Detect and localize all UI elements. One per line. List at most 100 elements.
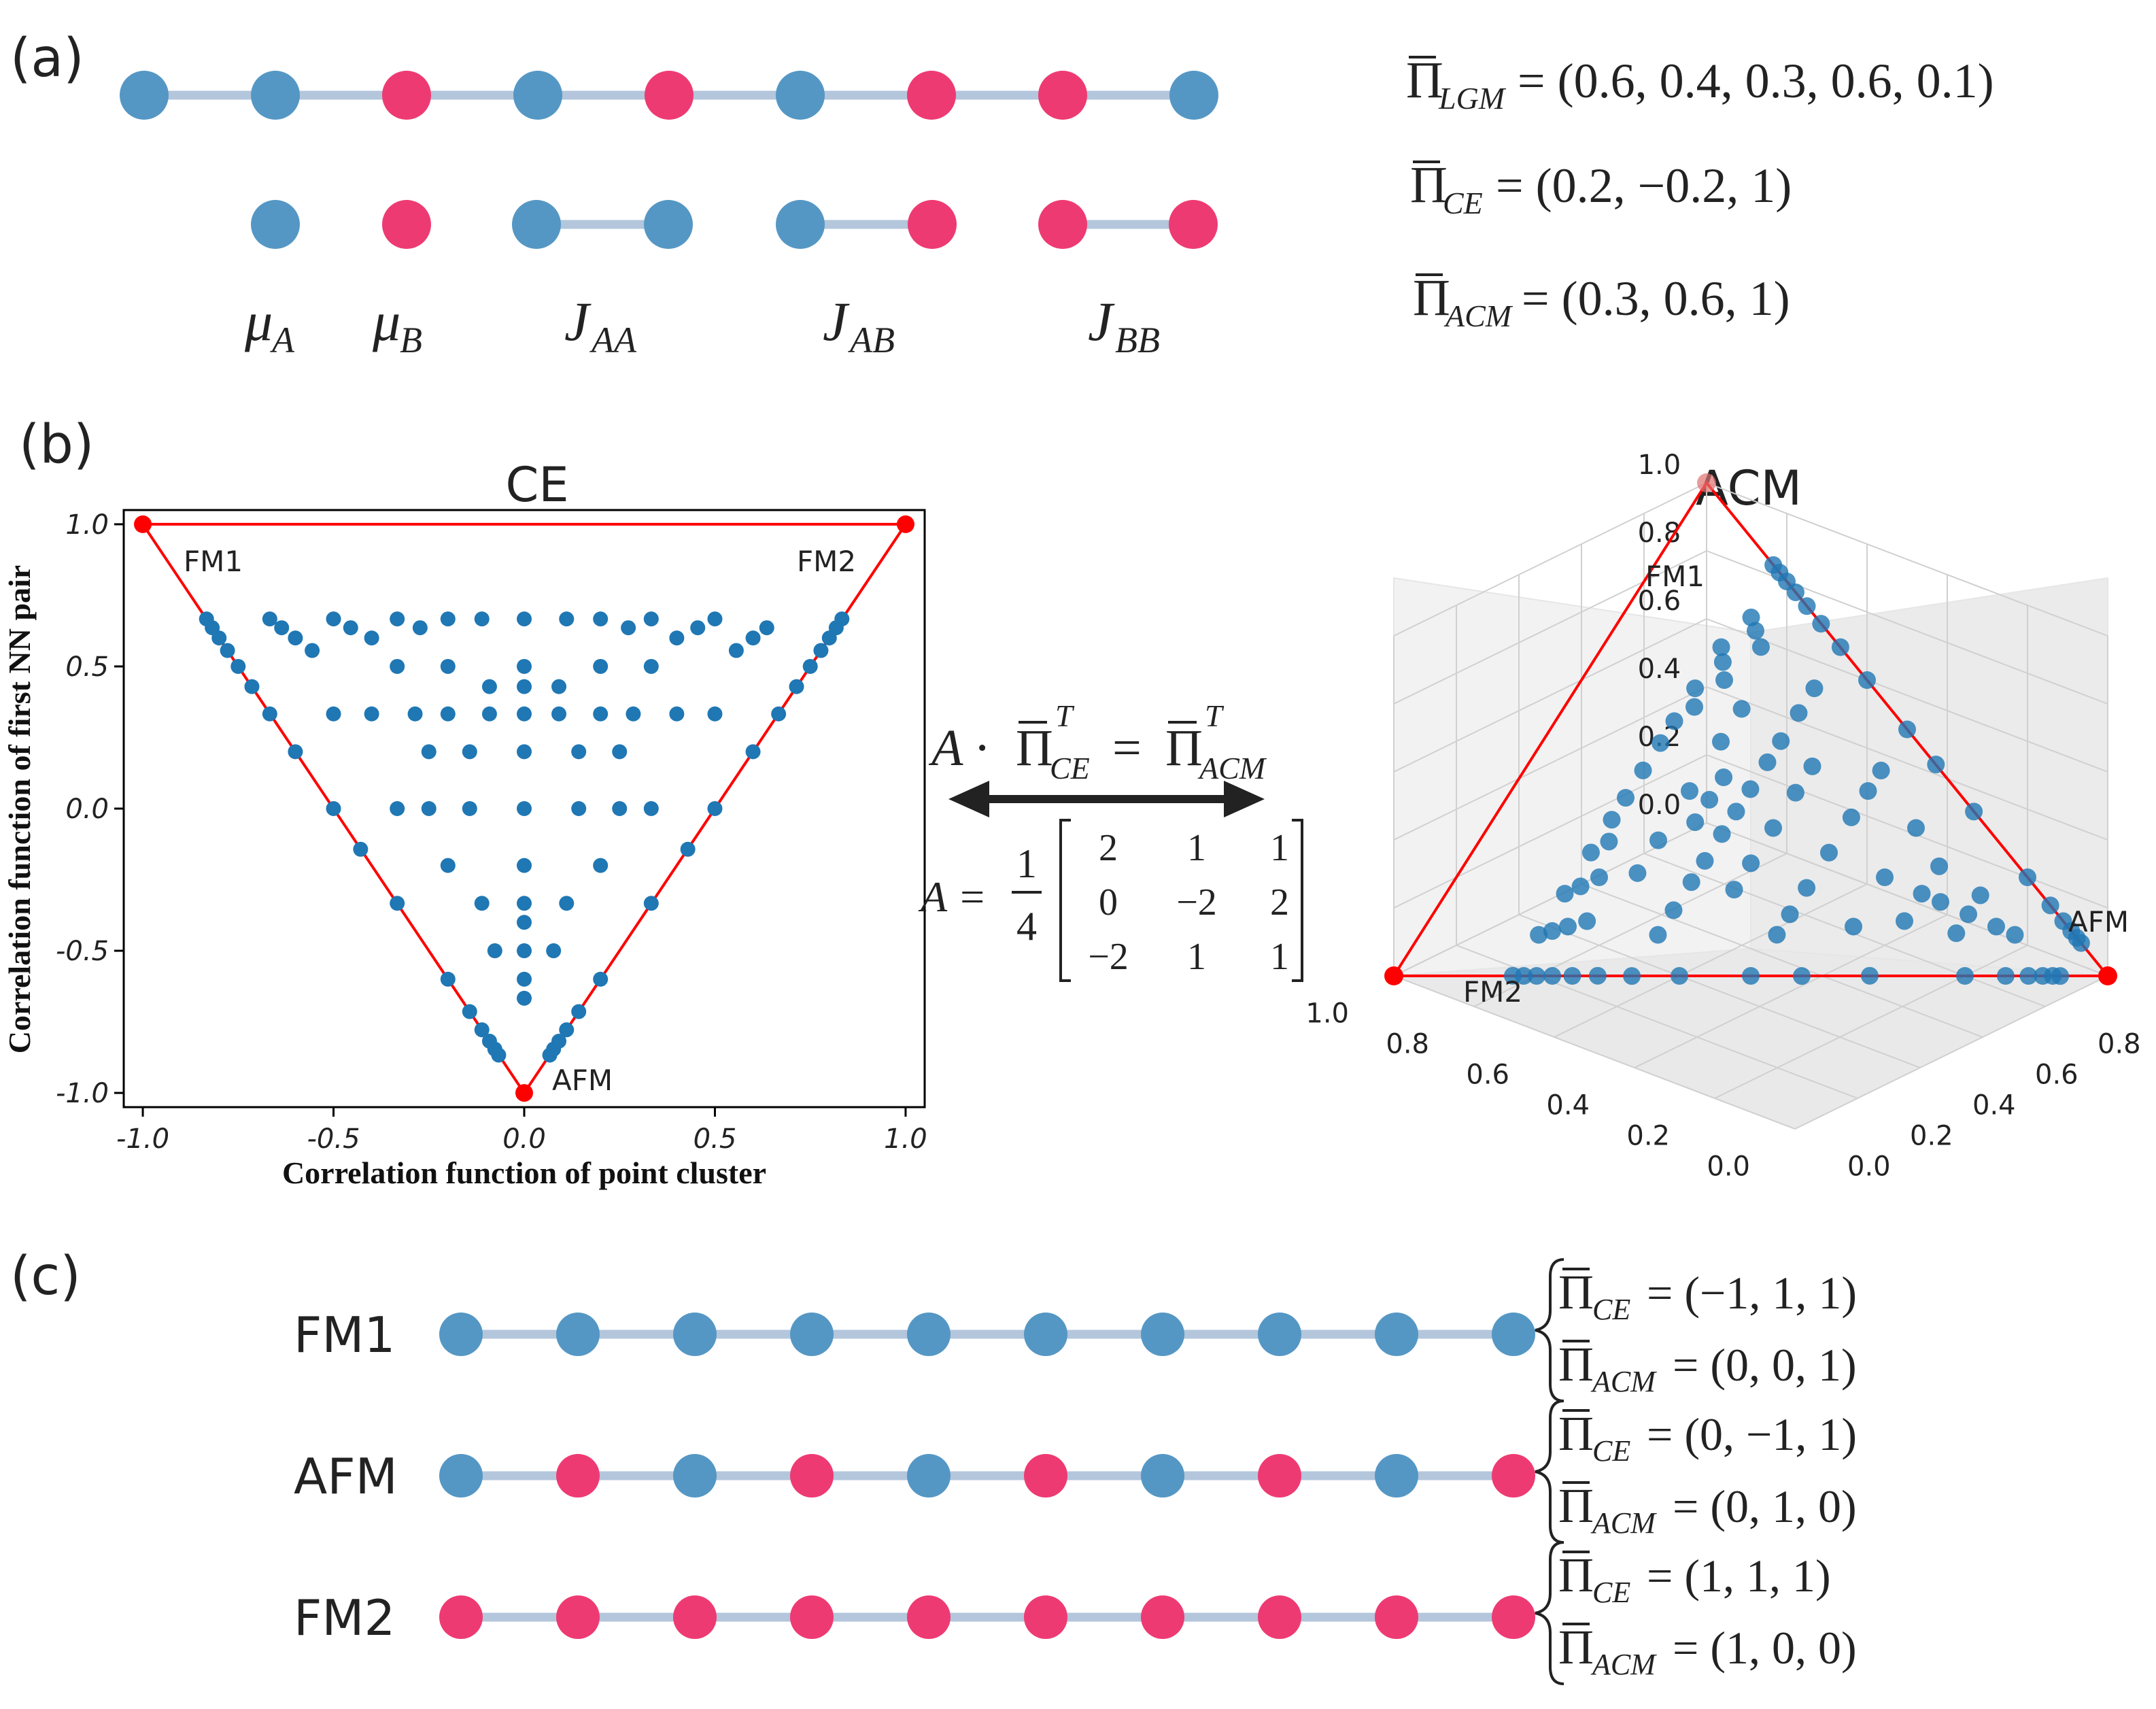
acm-x-tick-label: 0.0 <box>1847 1151 1891 1183</box>
ce-data-point <box>643 611 659 627</box>
acm-data-point <box>1742 967 1760 985</box>
acm-data-point <box>1932 893 1949 911</box>
row-afm: AFM <box>294 1448 1535 1505</box>
subscript: ACM <box>1197 751 1267 785</box>
chain-site <box>1024 1595 1067 1639</box>
acm-y-tick-label: 0.0 <box>1707 1151 1750 1183</box>
acm-data-point <box>1725 881 1743 899</box>
acm-data-point <box>1581 843 1600 862</box>
cluster-site <box>1038 200 1087 249</box>
curly-brace <box>1535 1541 1564 1685</box>
chain-site <box>1024 1454 1067 1498</box>
ce-data-point <box>421 801 437 816</box>
ce-data-point <box>669 630 685 646</box>
acm-data-point <box>1590 868 1608 886</box>
ce-data-point <box>491 1047 507 1063</box>
ce-data-point <box>244 679 260 694</box>
panel-a-equations: Π LGM = (0.6, 0.4, 0.3, 0.6, 0.1) Π CE =… <box>1406 52 1994 333</box>
ce-vertex-label-fm2: FM2 <box>797 545 856 578</box>
ce-data-point <box>305 643 320 658</box>
equation-lgm: Π LGM = (0.6, 0.4, 0.3, 0.6, 0.1) <box>1406 52 1994 116</box>
ce-data-point <box>517 858 532 873</box>
chain-site <box>673 1454 717 1498</box>
cluster-mu-b: μB <box>372 200 431 360</box>
ce-data-point <box>517 801 532 816</box>
matrix-right-bracket <box>1292 819 1303 982</box>
subscript: ACM <box>1443 299 1513 333</box>
acm-data-point <box>1947 924 1966 943</box>
acm-data-point <box>1628 864 1647 882</box>
panel-a-label: (a) <box>10 28 84 89</box>
acm-data-point <box>1649 831 1667 849</box>
acm-data-point <box>1820 843 1838 862</box>
ce-data-point <box>440 706 456 722</box>
acm-data-point <box>1741 780 1760 798</box>
chain-site <box>556 1454 600 1498</box>
chain-site <box>1258 1595 1301 1639</box>
ce-x-ticks: -1.0 -0.5 0.0 0.5 1.0 <box>116 1107 927 1155</box>
chain-site <box>556 1313 600 1356</box>
chain-site <box>1258 1313 1301 1356</box>
ce-data-point <box>593 611 609 627</box>
ce-scatter-points <box>199 611 850 1063</box>
acm-data-point <box>1971 886 1989 904</box>
ce-data-point <box>621 620 636 636</box>
ce-data-point <box>462 1004 477 1019</box>
acm-data-point <box>2051 967 2070 985</box>
acm-data-point <box>1805 679 1824 698</box>
acm-data-point <box>1907 819 1925 837</box>
ce-data-point <box>390 801 405 816</box>
acm-vertex-label-afm: AFM <box>2068 905 2129 938</box>
chain-site <box>439 1454 483 1498</box>
panel-c-rows: FM1 AFM FM2 <box>294 1306 1535 1646</box>
matrix-entry: 1 <box>1187 936 1206 978</box>
acm-vertex-label-fm2: FM2 <box>1463 975 1522 1009</box>
ce-x-tick-label: -1.0 <box>116 1123 169 1155</box>
acm-z-tick-label: 0.6 <box>1638 586 1681 617</box>
ce-data-point <box>288 630 303 646</box>
cluster-site <box>1169 200 1218 249</box>
acm-z-tick-label: 0.0 <box>1638 790 1681 821</box>
ce-y-tick-label: 0.0 <box>65 794 109 825</box>
chain-site <box>1492 1595 1535 1639</box>
acm-data-point <box>1649 926 1667 944</box>
acm-data-point <box>1563 967 1581 985</box>
ce-data-point <box>326 706 341 722</box>
acm-data-point <box>1588 966 1607 985</box>
acm-data-point <box>2054 912 2072 930</box>
chain-site <box>1375 1595 1418 1639</box>
row-label: FM2 <box>294 1589 395 1646</box>
mapping-equation: A · Π T CE = Π T ACM A = 1 4 2 1 1 0 −2 2 −2 1 1 <box>918 698 1303 982</box>
acm-data-point <box>1913 885 1931 903</box>
ce-y-axis-label: Correlation function of first NN pair <box>2 565 37 1053</box>
ce-data-point <box>680 841 696 857</box>
acm-z-tick-label: 1.0 <box>1638 450 1681 481</box>
cluster-label: J <box>564 290 592 352</box>
acm-data-point <box>1747 622 1764 640</box>
ce-data-point <box>517 658 532 674</box>
acm-data-point <box>1617 789 1635 807</box>
ce-data-point <box>593 706 609 722</box>
ce-data-point <box>813 643 829 658</box>
pi-symbol: Π <box>1558 1406 1594 1461</box>
ce-data-point <box>288 744 303 760</box>
pi-symbol: Π <box>1165 720 1203 777</box>
matrix-left-bracket <box>1059 819 1071 982</box>
chain-site <box>907 1313 951 1356</box>
chain-site <box>1141 1454 1184 1498</box>
acm-data-point <box>1742 608 1760 626</box>
ce-data-point <box>262 706 277 722</box>
subscript: CE <box>1050 751 1090 785</box>
ce-data-point <box>474 611 490 627</box>
acm-data-point <box>1559 917 1577 936</box>
ce-data-point <box>390 611 405 627</box>
acm-chart: ACM 0.00.00.00.20.20.20.40.40.40.60.60.6… <box>1305 450 2140 1183</box>
acm-data-point <box>1872 762 1890 780</box>
acm-data-point <box>1742 854 1760 873</box>
ce-data-point <box>669 706 685 722</box>
ce-data-point <box>802 658 818 674</box>
ce-data-point <box>834 611 850 627</box>
equation-value: = (0, 1, 0) <box>1673 1480 1857 1532</box>
chain-site <box>1258 1454 1301 1498</box>
